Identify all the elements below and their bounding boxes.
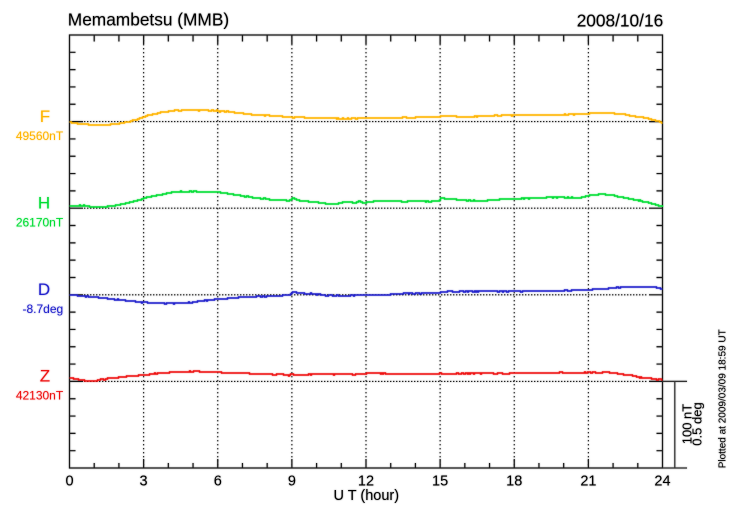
svg-text:24: 24 — [654, 473, 670, 489]
svg-text:6: 6 — [214, 473, 222, 489]
svg-text:Memambetsu (MMB): Memambetsu (MMB) — [68, 10, 229, 30]
svg-text:100 nT: 100 nT — [679, 404, 694, 445]
svg-text:0: 0 — [65, 473, 73, 489]
svg-text:U T (hour): U T (hour) — [334, 488, 400, 504]
svg-text:Plotted at 2009/03/09 18:59 UT: Plotted at 2009/03/09 18:59 UT — [717, 329, 728, 468]
svg-text:3: 3 — [140, 473, 148, 489]
svg-text:26170nT: 26170nT — [16, 216, 64, 230]
svg-text:U T (hour): U T (hour) — [334, 488, 400, 504]
svg-text:18: 18 — [506, 473, 522, 489]
svg-text:18: 18 — [506, 473, 522, 489]
svg-text:F: F — [40, 107, 50, 126]
svg-text:100 nT: 100 nT — [679, 404, 694, 445]
svg-text:21: 21 — [580, 473, 596, 489]
svg-text:42130nT: 42130nT — [16, 389, 64, 403]
svg-text:9: 9 — [288, 473, 296, 489]
svg-text:15: 15 — [432, 473, 448, 489]
svg-text:0: 0 — [65, 473, 73, 489]
svg-text:-8.7deg: -8.7deg — [22, 302, 63, 316]
svg-text:12: 12 — [358, 473, 374, 489]
svg-text:21: 21 — [580, 473, 596, 489]
svg-text:Z: Z — [40, 367, 50, 386]
svg-text:49560nT: 49560nT — [16, 129, 64, 143]
svg-text:2008/10/16: 2008/10/16 — [577, 11, 664, 31]
svg-text:42130nT: 42130nT — [16, 389, 64, 403]
svg-text:2008/10/16: 2008/10/16 — [577, 11, 664, 31]
svg-text:0.5 deg: 0.5 deg — [689, 402, 704, 445]
svg-text:H: H — [38, 194, 50, 213]
svg-text:-8.7deg: -8.7deg — [22, 302, 63, 316]
svg-text:15: 15 — [432, 473, 448, 489]
svg-text:3: 3 — [140, 473, 148, 489]
svg-text:9: 9 — [288, 473, 296, 489]
svg-text:D: D — [38, 280, 50, 299]
svg-text:24: 24 — [654, 473, 670, 489]
svg-text:12: 12 — [358, 473, 374, 489]
svg-text:F: F — [40, 107, 50, 126]
svg-text:0.5 deg: 0.5 deg — [689, 402, 704, 445]
svg-text:Memambetsu (MMB): Memambetsu (MMB) — [68, 10, 229, 30]
svg-text:Z: Z — [40, 367, 50, 386]
svg-text:49560nT: 49560nT — [16, 129, 64, 143]
svg-text:H: H — [38, 194, 50, 213]
svg-text:Plotted at 2009/03/09 18:59 UT: Plotted at 2009/03/09 18:59 UT — [717, 329, 728, 468]
svg-text:6: 6 — [214, 473, 222, 489]
svg-text:26170nT: 26170nT — [16, 216, 64, 230]
svg-text:D: D — [38, 280, 50, 299]
